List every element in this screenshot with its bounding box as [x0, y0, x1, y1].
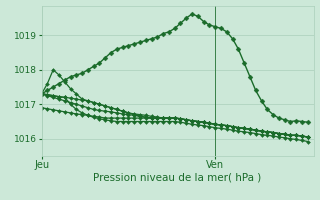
- X-axis label: Pression niveau de la mer( hPa ): Pression niveau de la mer( hPa ): [93, 173, 262, 183]
